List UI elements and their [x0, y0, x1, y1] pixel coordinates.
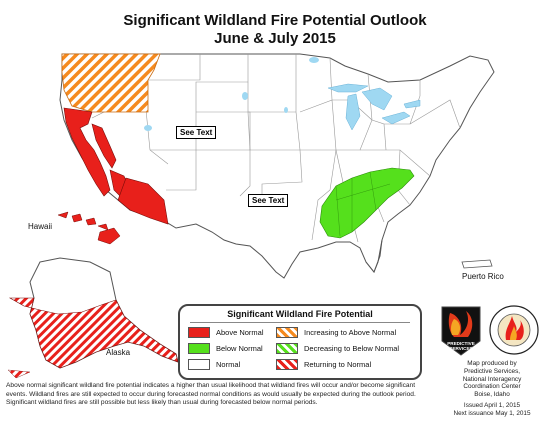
legend-title: Significant Wildland Fire Potential [227, 309, 373, 319]
credit-line5: Boise, Idaho [474, 391, 510, 399]
predictive-logo-text: PREDICTIVE SERVICES [447, 341, 475, 351]
credit-block: Map produced by Predictive Services, Nat… [437, 360, 547, 418]
region-above-normal-ca [63, 107, 111, 197]
see-text-callout-central: See Text [248, 194, 289, 207]
predictive-services-logo: PREDICTIVE SERVICES [440, 305, 482, 357]
legend-item-returning: Returning to Normal [276, 359, 371, 370]
label-hawaii: Hawaii [28, 222, 53, 231]
region-increasing-above-nw [61, 53, 161, 113]
legend-label-decreasing: Decreasing to Below Normal [304, 344, 400, 353]
legend-item-above-normal: Above Normal [188, 327, 264, 338]
hawaii-islands [57, 211, 121, 245]
legend-label-above-normal: Above Normal [216, 328, 264, 337]
great-lakes [327, 83, 421, 131]
legend-item-increasing: Increasing to Above Normal [276, 327, 396, 338]
map-legend: Significant Wildland Fire Potential Abov… [178, 304, 422, 380]
label-alaska: Alaska [106, 348, 131, 357]
nifc-emblem [489, 305, 539, 355]
nifc-logo [488, 304, 540, 356]
region-returning-normal-ak [8, 297, 179, 369]
region-below-normal-se [319, 167, 415, 239]
swatch-normal [188, 359, 210, 370]
legend-item-normal: Normal [188, 359, 240, 370]
see-text-callout-west: See Text [176, 126, 217, 139]
swatch-below-normal [188, 343, 210, 354]
credit-line1: Map produced by [467, 360, 517, 367]
credit-line4: Coordination Center [463, 383, 521, 391]
map-title: Significant Wildland Fire Potential Outl… [123, 12, 427, 29]
legend-label-increasing: Increasing to Above Normal [304, 328, 397, 337]
legend-label-below-normal: Below Normal [216, 344, 263, 353]
legend-divider [190, 322, 410, 323]
legend-label-returning: Returning to Normal [304, 360, 372, 369]
credit-issued: Issued April 1, 2015 [463, 401, 521, 409]
credit-line3: National Interagency [462, 375, 522, 383]
map-subtitle: June & July 2015 [214, 30, 336, 47]
swatch-increasing [276, 327, 298, 338]
puerto-rico-shape [461, 259, 493, 269]
label-puerto-rico: Puerto Rico [462, 272, 504, 281]
predictive-services-emblem [441, 306, 481, 356]
legend-item-below-normal: Below Normal [188, 343, 263, 354]
footnote-text: Above normal significant wildland fire p… [6, 382, 416, 407]
credit-line2: Predictive Services, [463, 367, 521, 375]
swatch-returning [276, 359, 298, 370]
legend-label-normal: Normal [216, 360, 241, 369]
legend-item-decreasing: Decreasing to Below Normal [276, 343, 399, 354]
swatch-above-normal [188, 327, 210, 338]
swatch-decreasing [276, 343, 298, 354]
credit-next: Next issuance May 1, 2015 [453, 409, 531, 417]
